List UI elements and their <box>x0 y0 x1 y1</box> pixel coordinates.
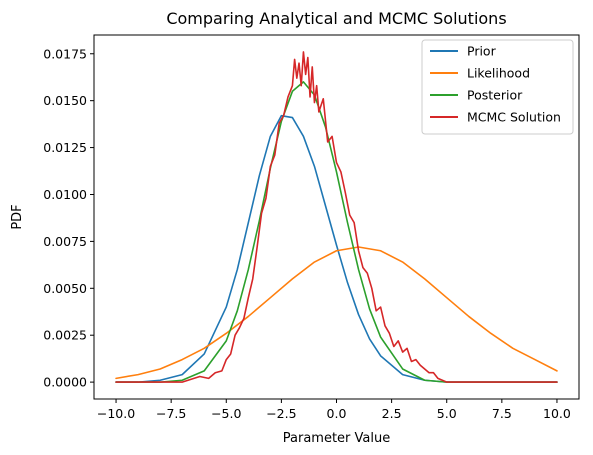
series-line-mcmc-solution <box>115 51 558 383</box>
y-tick-label: 0.0100 <box>43 187 87 202</box>
x-axis-ticks: −10.0 −7.5 −5.0 −2.5 0.0 2.5 5.0 7.5 10.0 <box>97 399 571 421</box>
legend-label: MCMC Solution <box>467 110 561 125</box>
x-tick-label: −2.5 <box>266 406 296 421</box>
y-tick-label: 0.0000 <box>43 375 87 390</box>
x-tick-label: 2.5 <box>382 406 402 421</box>
x-tick-label: 10.0 <box>543 406 571 421</box>
legend-box <box>421 39 574 135</box>
y-axis-ticks: 0.0000 0.0025 0.0050 0.0075 0.0100 0.0125 0.01… <box>43 46 94 390</box>
x-tick-label: 0.0 <box>327 406 347 421</box>
y-tick-label: 0.0025 <box>43 328 87 343</box>
plot-frame <box>93 34 580 400</box>
legend-label: Prior <box>467 44 497 59</box>
series-line-likelihood <box>115 246 558 380</box>
x-tick-label: −10.0 <box>97 406 135 421</box>
x-axis-title: Parameter Value <box>283 431 390 446</box>
x-tick-label: −5.0 <box>211 406 241 421</box>
series-lines <box>115 51 558 383</box>
y-tick-label: 0.0075 <box>43 234 87 249</box>
legend: Prior Likelihood Posterior MCMC Solution <box>421 39 574 135</box>
x-tick-label: −7.5 <box>156 406 186 421</box>
x-tick-label: 7.5 <box>492 406 512 421</box>
y-tick-label: 0.0150 <box>43 93 87 108</box>
y-axis-title: PDF <box>10 204 25 229</box>
x-tick-label: 5.0 <box>437 406 457 421</box>
y-tick-label: 0.0125 <box>43 140 87 155</box>
legend-label: Likelihood <box>467 66 530 81</box>
legend-label: Posterior <box>467 88 523 103</box>
y-tick-label: 0.0175 <box>43 46 87 61</box>
chart-title: Comparing Analytical and MCMC Solutions <box>166 9 506 28</box>
y-tick-label: 0.0050 <box>43 281 87 296</box>
